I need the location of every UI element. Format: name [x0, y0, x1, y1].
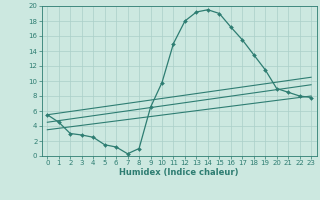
X-axis label: Humidex (Indice chaleur): Humidex (Indice chaleur)	[119, 168, 239, 177]
